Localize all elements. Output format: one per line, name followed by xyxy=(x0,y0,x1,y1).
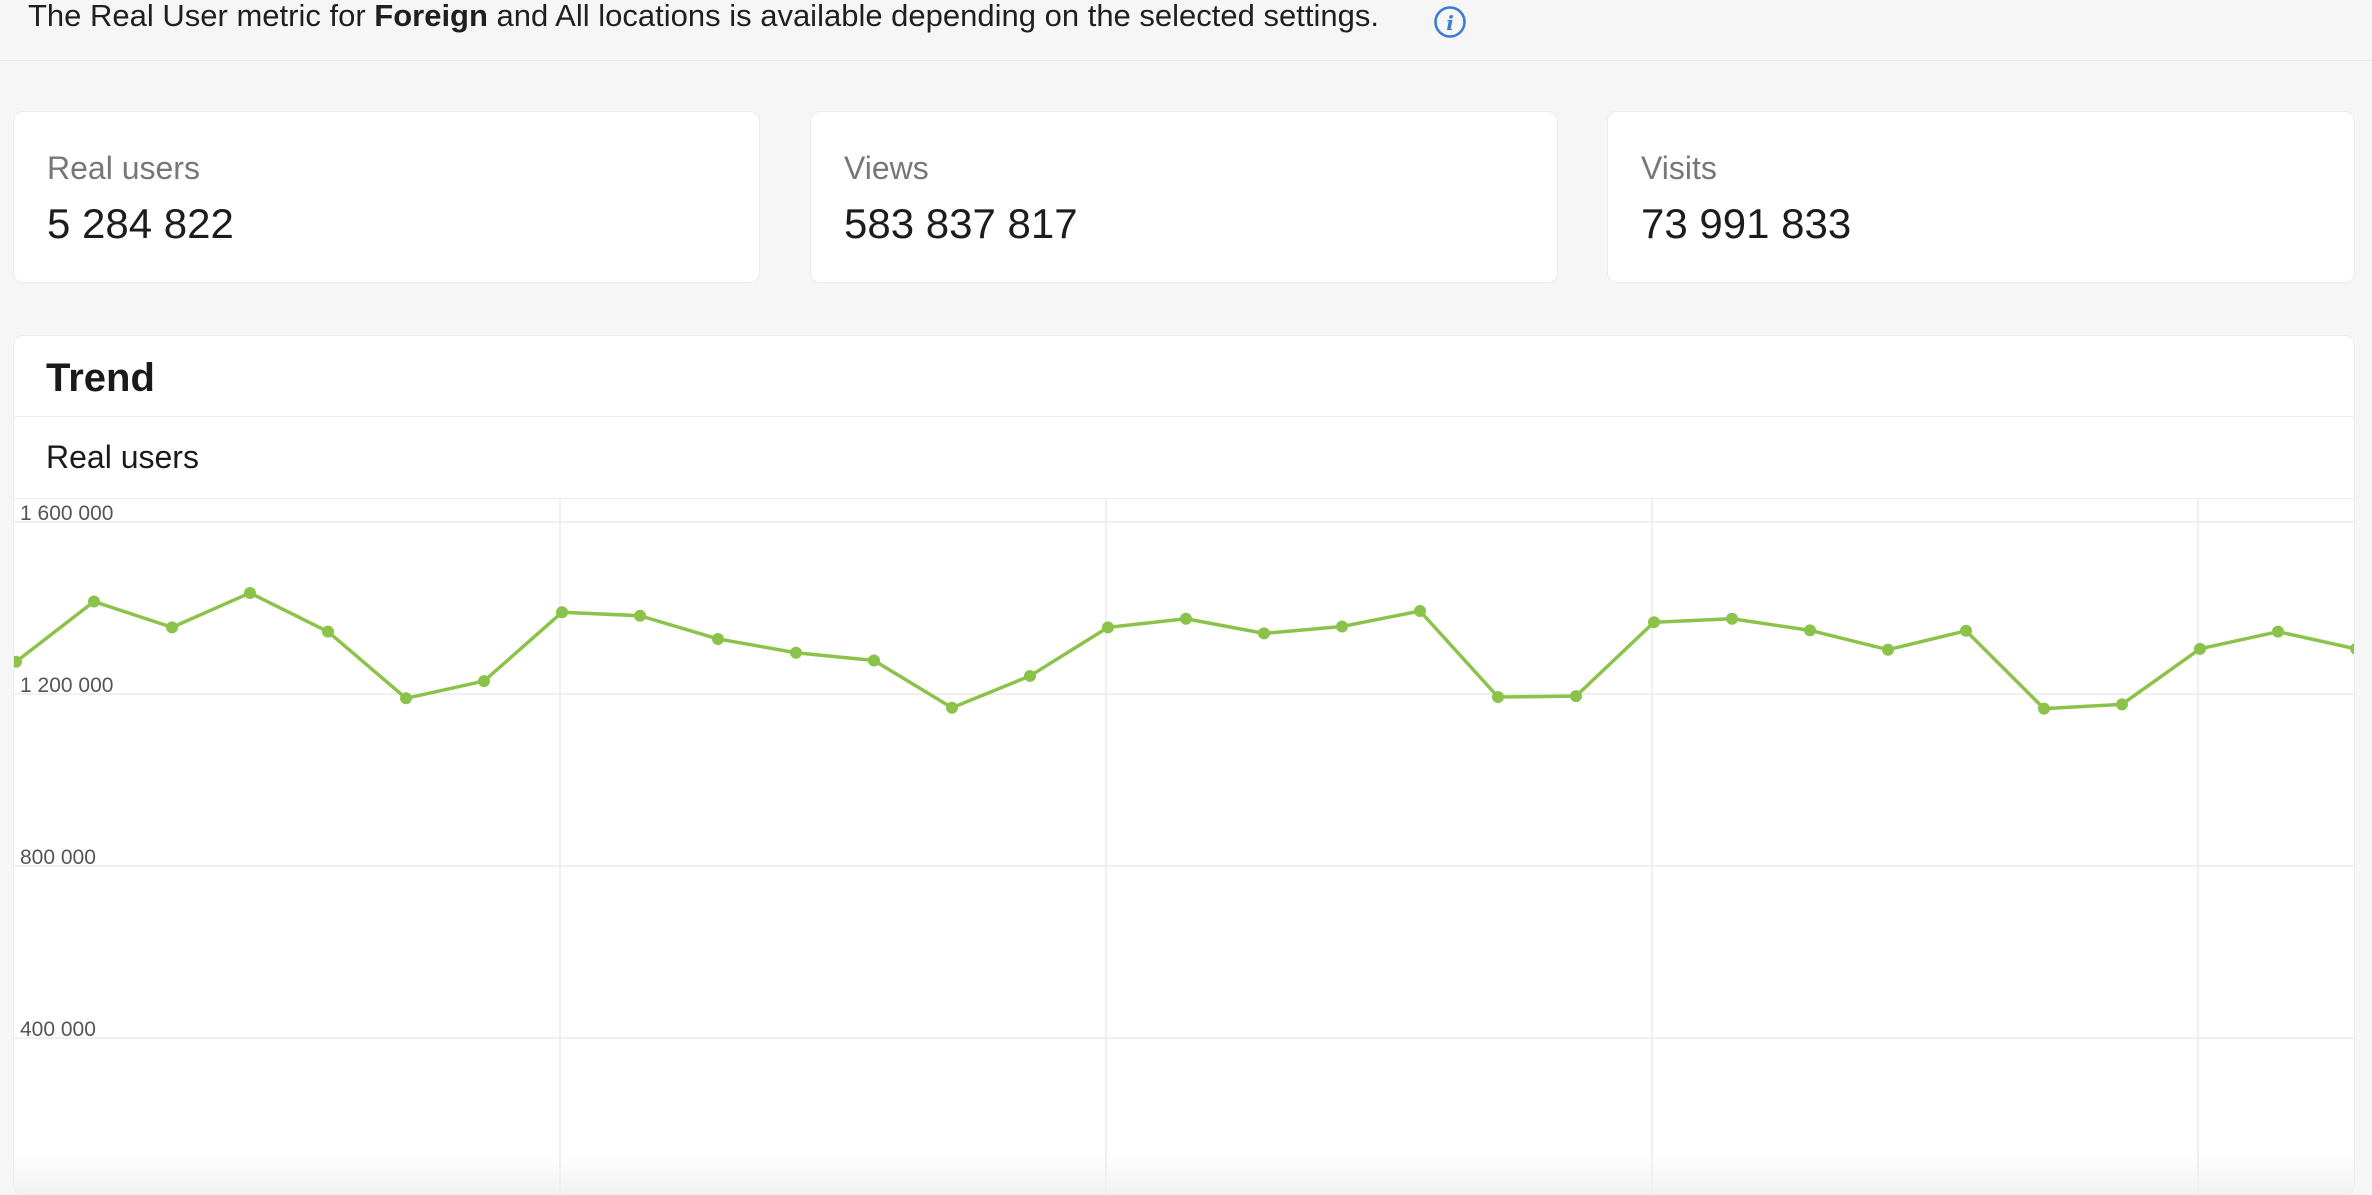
data-point[interactable] xyxy=(244,586,256,599)
card-value: 583 837 817 xyxy=(844,200,1078,247)
data-point[interactable] xyxy=(1960,624,1972,637)
series-line-real-users xyxy=(14,591,2354,711)
data-point[interactable] xyxy=(946,701,958,714)
divider xyxy=(14,416,2354,417)
data-point[interactable] xyxy=(556,606,568,619)
data-point[interactable] xyxy=(1258,627,1270,640)
info-notice-bar: The Real User metric for Foreign and All… xyxy=(0,0,2372,61)
trend-metric-label: Real users xyxy=(46,439,199,475)
trend-line-chart: 1 600 000 1 200 000 800 000 400 000 xyxy=(14,498,2355,1194)
y-tick-label: 800 000 xyxy=(20,846,96,869)
data-point[interactable] xyxy=(2272,625,2284,638)
card-label: Views xyxy=(844,150,929,186)
card-value: 5 284 822 xyxy=(47,200,234,247)
trend-panel: Trend Real users 1 600 000 1 200 000 800 0… xyxy=(13,335,2355,1195)
data-point[interactable] xyxy=(868,654,880,667)
data-point[interactable] xyxy=(1414,605,1426,618)
y-tick-label: 1 600 000 xyxy=(20,502,113,525)
notice-suffix: and All locations is available depending… xyxy=(487,0,1379,33)
trend-title: Trend xyxy=(46,356,155,400)
data-point[interactable] xyxy=(166,621,178,634)
card-real-users: Real users 5 284 822 xyxy=(13,111,760,283)
data-point[interactable] xyxy=(712,632,724,645)
data-point[interactable] xyxy=(2350,643,2355,655)
card-visits: Visits 73 991 833 xyxy=(1607,111,2355,283)
data-point[interactable] xyxy=(1726,612,1738,625)
svg-text:i: i xyxy=(1446,11,1454,35)
data-point[interactable] xyxy=(1336,620,1348,633)
y-tick-label: 1 200 000 xyxy=(20,674,113,697)
divider xyxy=(14,498,2354,499)
data-point[interactable] xyxy=(1492,691,1504,704)
info-icon[interactable]: i xyxy=(1432,4,1468,40)
data-point[interactable] xyxy=(1024,669,1036,682)
data-point[interactable] xyxy=(634,609,646,622)
data-point[interactable] xyxy=(2038,702,2050,715)
notice-prefix: The Real User metric for xyxy=(28,0,375,33)
data-point[interactable] xyxy=(1804,624,1816,637)
notice-text: The Real User metric for Foreign and All… xyxy=(28,0,1379,36)
y-tick-label: 400 000 xyxy=(20,1018,96,1041)
data-point[interactable] xyxy=(2194,642,2206,655)
scroll-fade xyxy=(14,1154,2354,1194)
data-point[interactable] xyxy=(1648,616,1660,629)
data-point[interactable] xyxy=(400,692,412,705)
data-point[interactable] xyxy=(322,625,334,638)
data-point[interactable] xyxy=(790,646,802,659)
data-point[interactable] xyxy=(1180,612,1192,625)
data-point[interactable] xyxy=(1570,690,1582,703)
notice-highlight: Foreign xyxy=(374,0,488,33)
card-value: 73 991 833 xyxy=(1641,200,1852,247)
data-point[interactable] xyxy=(2116,698,2128,711)
data-point[interactable] xyxy=(88,595,100,608)
data-point[interactable] xyxy=(14,655,22,668)
data-point[interactable] xyxy=(1882,643,1894,656)
card-label: Real users xyxy=(47,150,200,186)
card-label: Visits xyxy=(1641,150,1717,186)
data-point[interactable] xyxy=(1102,621,1114,634)
data-point[interactable] xyxy=(478,675,490,688)
card-views: Views 583 837 817 xyxy=(810,111,1558,283)
